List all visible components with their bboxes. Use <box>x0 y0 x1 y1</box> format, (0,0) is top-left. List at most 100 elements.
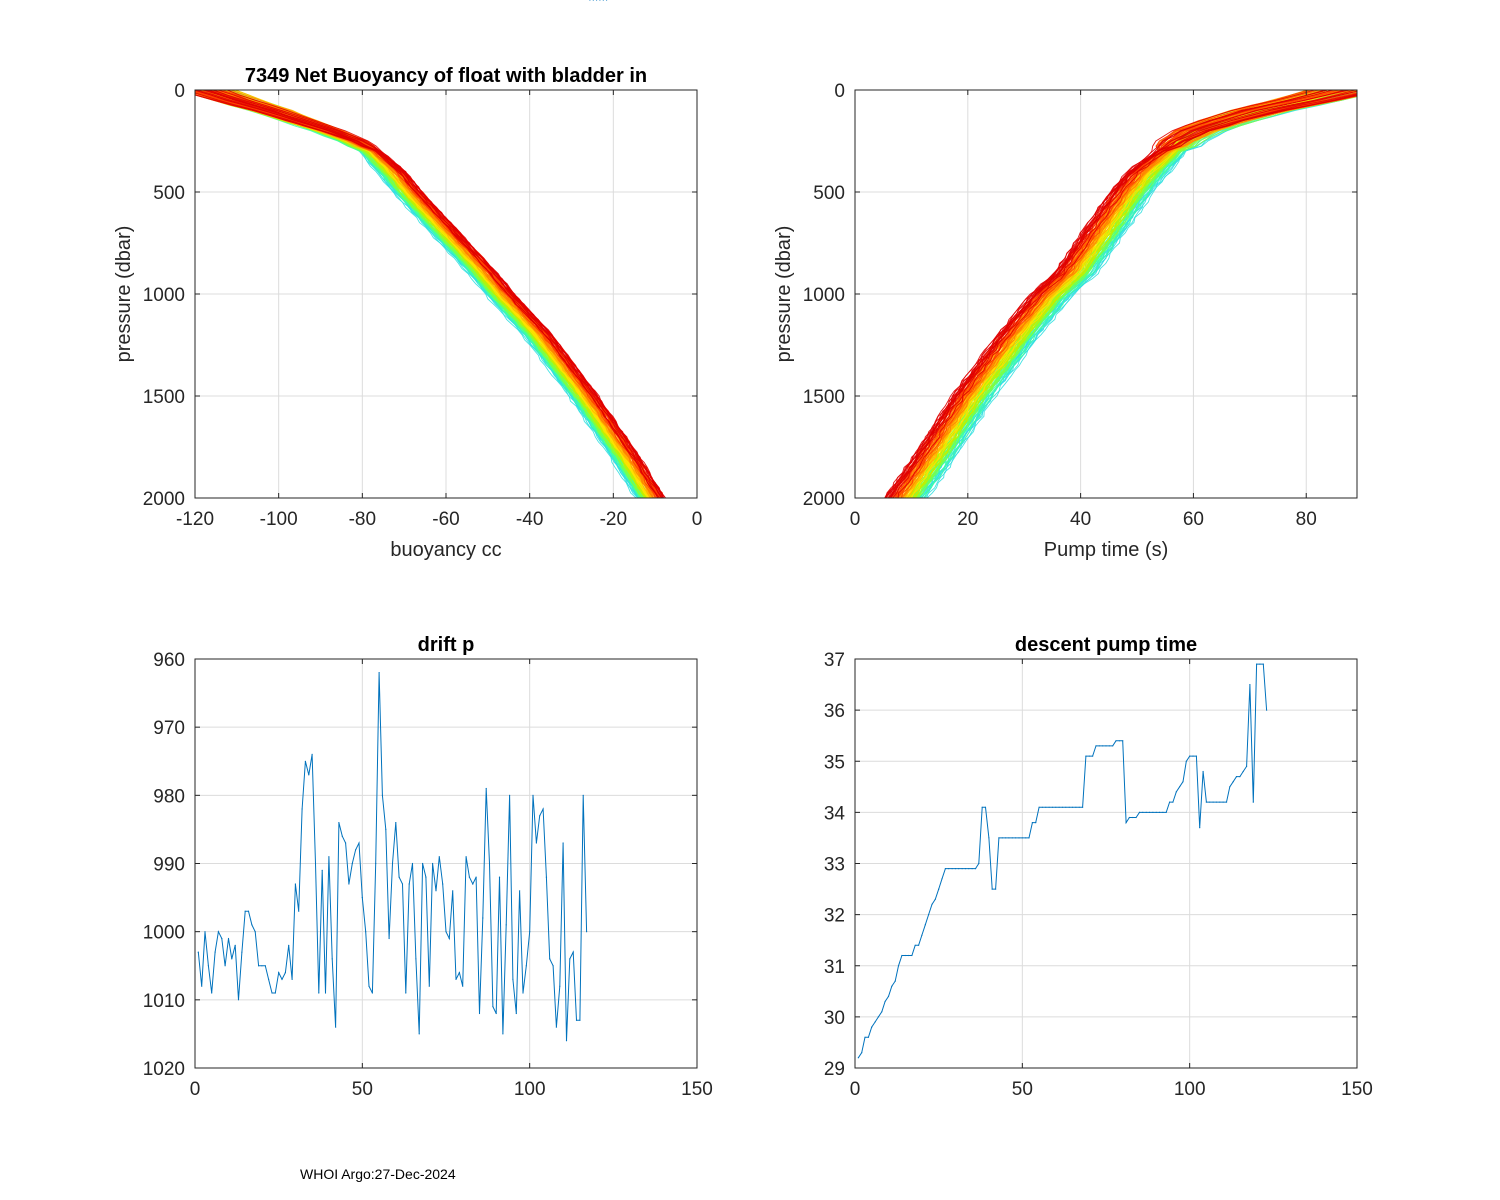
data-point <box>401 883 404 885</box>
profile-line <box>909 90 1337 498</box>
data-point <box>1035 822 1037 824</box>
profile-lines <box>884 90 1357 498</box>
data-point <box>425 876 427 878</box>
profile-line <box>195 91 643 498</box>
data-point <box>254 931 256 933</box>
data-point <box>552 965 554 967</box>
data-point <box>321 869 323 871</box>
data-point <box>1259 663 1261 665</box>
data-point <box>335 1026 337 1028</box>
x-tick-label: 80 <box>1296 509 1317 530</box>
data-point <box>468 876 470 878</box>
data-point <box>288 944 290 946</box>
data-point <box>435 890 437 892</box>
data-point <box>445 931 447 933</box>
data-point <box>492 1006 494 1008</box>
data-point <box>998 837 1000 839</box>
data-point <box>1185 760 1187 762</box>
data-point <box>901 954 903 957</box>
data-point <box>934 898 936 900</box>
x-tick-label: -20 <box>600 509 627 530</box>
data-point <box>545 876 548 878</box>
data-point <box>201 985 203 987</box>
data-point <box>1055 806 1057 808</box>
data-point <box>1071 806 1074 808</box>
data-point <box>549 958 551 960</box>
data-point <box>224 965 226 967</box>
profile-line <box>201 90 645 498</box>
data-point <box>1145 811 1147 814</box>
data-point <box>958 868 960 870</box>
data-point <box>928 914 930 916</box>
data-point <box>485 787 487 790</box>
data-point <box>271 992 273 994</box>
y-axis-label: pressure (dbar) <box>113 226 135 363</box>
data-point <box>314 862 317 865</box>
data-point <box>914 944 916 946</box>
data-point <box>298 910 300 912</box>
data-point <box>894 980 896 982</box>
data-point <box>211 992 213 994</box>
data-point <box>555 1026 558 1028</box>
x-tick-label: 0 <box>850 1079 861 1100</box>
buoyancy-profile-chart: -120 -100 -80 -60 -40 -20 0 0 500 1000 1500 2000 734… <box>113 65 702 561</box>
y-tick-label: 0 <box>834 81 845 102</box>
data-point <box>1142 811 1144 814</box>
data-point <box>1075 806 1077 808</box>
data-point <box>1152 811 1154 814</box>
data-point <box>418 1033 420 1035</box>
data-point <box>1061 806 1064 808</box>
data-point <box>877 1016 880 1018</box>
data-point <box>261 965 263 967</box>
data-point <box>328 856 330 858</box>
data-point <box>931 903 933 906</box>
data-point <box>984 806 987 808</box>
data-point <box>1015 837 1017 839</box>
data-point <box>1162 811 1164 814</box>
x-axis-label: Pump time (s) <box>1044 539 1168 561</box>
data-point <box>278 972 280 974</box>
data-point <box>1051 806 1054 808</box>
data-point <box>948 868 950 870</box>
data-point <box>1078 806 1080 808</box>
data-point <box>1028 837 1030 839</box>
data-point <box>1001 837 1003 839</box>
x-tick-label: 20 <box>957 509 978 530</box>
data-point <box>961 868 963 870</box>
y-tick-label: 36 <box>824 701 845 722</box>
y-tick-label: 0 <box>174 81 185 102</box>
data-point <box>512 978 514 981</box>
data-point <box>304 760 306 762</box>
data-point <box>592 0 594 1</box>
data-point <box>1021 837 1023 839</box>
chart-title: drift p <box>418 634 475 656</box>
data-point <box>482 917 484 919</box>
y-tick-label: 1500 <box>803 387 845 408</box>
data-point <box>338 822 340 824</box>
data-point <box>1189 755 1191 757</box>
data-point <box>589 0 591 1</box>
data-point <box>941 878 943 880</box>
profile-line <box>213 90 666 498</box>
data-point <box>1246 765 1248 768</box>
data-point <box>944 868 947 870</box>
data-point <box>606 0 608 1</box>
drift-pressure-chart: 0 50 100 150 960 970 980 990 1000 1010 1020 drift p <box>143 0 713 1100</box>
data-point <box>472 883 474 885</box>
chart-title: 7349 Net Buoyancy of float with bladder … <box>245 65 647 87</box>
data-point <box>395 822 397 824</box>
data-point <box>1229 786 1231 788</box>
data-point <box>294 883 296 885</box>
y-tick-label: 990 <box>153 855 185 876</box>
data-point <box>887 995 890 998</box>
chart-title: descent pump time <box>1015 634 1197 656</box>
y-tick-label: 29 <box>824 1059 845 1080</box>
x-tick-label: 100 <box>514 1079 546 1100</box>
profile-line <box>904 94 1357 498</box>
data-point <box>1102 745 1104 747</box>
data-point <box>525 965 527 967</box>
data-point <box>539 815 541 817</box>
data-point <box>1165 811 1167 814</box>
data-point <box>515 1012 517 1015</box>
data-point <box>355 849 357 851</box>
